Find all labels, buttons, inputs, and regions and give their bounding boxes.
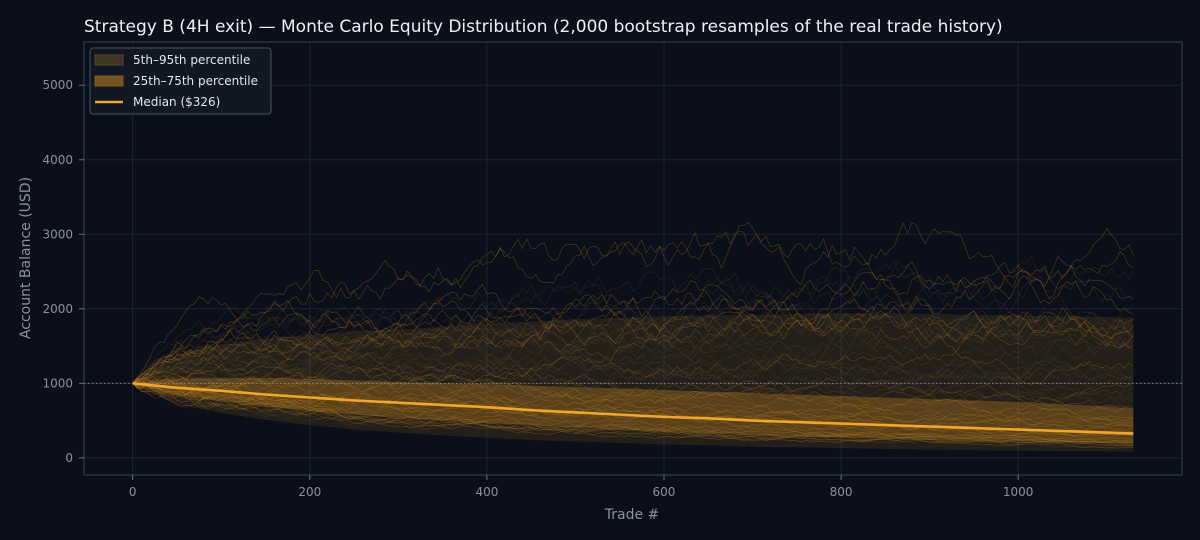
x-tick-label: 200 bbox=[298, 485, 321, 499]
x-axis-label: Trade # bbox=[604, 507, 660, 523]
sample-path bbox=[132, 337, 1134, 387]
sample-path bbox=[132, 383, 1134, 435]
sample-path bbox=[132, 303, 1134, 386]
y-tick-label: 4000 bbox=[42, 153, 73, 167]
chart-title: Strategy B (4H exit) — Monte Carlo Equit… bbox=[84, 17, 1003, 37]
sample-path bbox=[132, 380, 1134, 446]
sample-path bbox=[132, 380, 1134, 443]
sample-path bbox=[132, 381, 1134, 444]
x-tick-label: 600 bbox=[653, 485, 676, 499]
sample-path bbox=[132, 383, 1134, 446]
sample-path bbox=[132, 284, 1134, 384]
sample-path bbox=[132, 367, 1134, 419]
sample-path bbox=[132, 375, 1134, 424]
legend-label: 5th–95th percentile bbox=[133, 53, 250, 67]
x-tick-label: 800 bbox=[830, 485, 853, 499]
axes: 0 200 400 600 800 1000 0 1000 2000 3000 4000 5000 bbox=[42, 41, 1183, 499]
sample-path bbox=[132, 376, 1134, 432]
band-5-95 bbox=[132, 313, 1134, 452]
x-tick-label: 0 bbox=[129, 485, 137, 499]
legend-label: 25th–75th percentile bbox=[133, 74, 258, 88]
sample-path bbox=[132, 366, 1134, 403]
sample-path bbox=[132, 322, 1134, 388]
band-25-75 bbox=[132, 378, 1134, 444]
percentile-bands bbox=[132, 313, 1134, 452]
y-tick-label: 3000 bbox=[42, 227, 73, 241]
sample-path bbox=[132, 381, 1134, 448]
y-tick-label: 1000 bbox=[42, 376, 73, 390]
sample-path bbox=[132, 350, 1134, 389]
sample-path bbox=[132, 383, 1134, 441]
sample-path bbox=[132, 318, 1134, 384]
sample-path bbox=[132, 317, 1134, 387]
sample-path bbox=[132, 362, 1134, 404]
sample-path bbox=[132, 383, 1134, 447]
sample-path bbox=[132, 375, 1134, 427]
sample-path bbox=[132, 261, 1134, 384]
legend-swatch-inner bbox=[94, 75, 124, 87]
x-tick-label: 400 bbox=[475, 485, 498, 499]
sample-path bbox=[132, 294, 1134, 385]
sample-path bbox=[132, 380, 1134, 424]
sample-path bbox=[132, 298, 1134, 384]
sample-path bbox=[132, 306, 1134, 384]
sample-path bbox=[132, 349, 1134, 392]
plot-frame bbox=[83, 41, 1183, 476]
sample-path bbox=[132, 230, 1134, 384]
sample-path bbox=[132, 380, 1134, 445]
sample-path bbox=[132, 380, 1134, 449]
y-tick-label: 5000 bbox=[42, 78, 73, 92]
y-tick-label: 2000 bbox=[42, 302, 73, 316]
sample-path bbox=[132, 350, 1134, 388]
legend-label: Median ($326) bbox=[133, 95, 220, 109]
median-line bbox=[132, 382, 1134, 435]
sample-path bbox=[132, 316, 1134, 384]
legend-swatch-outer bbox=[94, 54, 124, 66]
sample-path bbox=[132, 350, 1134, 386]
sample-path bbox=[132, 293, 1134, 384]
sample-path bbox=[132, 341, 1134, 388]
sample-path bbox=[132, 378, 1134, 437]
sample-path bbox=[132, 380, 1134, 447]
sample-path bbox=[132, 267, 1134, 384]
y-axis-label: Account Balance (USD) bbox=[18, 177, 34, 339]
sample-path bbox=[132, 222, 1134, 384]
legend: 5th–95th percentile 25th–75th percentile M… bbox=[89, 47, 272, 115]
sample-path bbox=[132, 383, 1134, 441]
sample-paths bbox=[132, 222, 1134, 449]
sample-path bbox=[132, 372, 1134, 419]
sample-path bbox=[132, 379, 1134, 427]
sample-path bbox=[132, 309, 1134, 384]
sample-path bbox=[132, 383, 1134, 443]
x-tick-label: 1000 bbox=[1003, 485, 1034, 499]
sample-path bbox=[132, 382, 1134, 438]
sample-path bbox=[132, 378, 1134, 436]
y-tick-label: 0 bbox=[65, 451, 73, 465]
sample-path bbox=[132, 256, 1134, 384]
sample-path bbox=[132, 379, 1134, 446]
median-line-group bbox=[84, 382, 1182, 435]
sample-path bbox=[132, 261, 1134, 384]
legend-box bbox=[89, 47, 272, 115]
sample-path bbox=[132, 376, 1134, 409]
sample-path bbox=[132, 272, 1134, 384]
sample-path bbox=[132, 383, 1134, 434]
sample-path bbox=[132, 298, 1134, 384]
sample-path bbox=[132, 357, 1134, 396]
sample-path bbox=[132, 362, 1134, 406]
